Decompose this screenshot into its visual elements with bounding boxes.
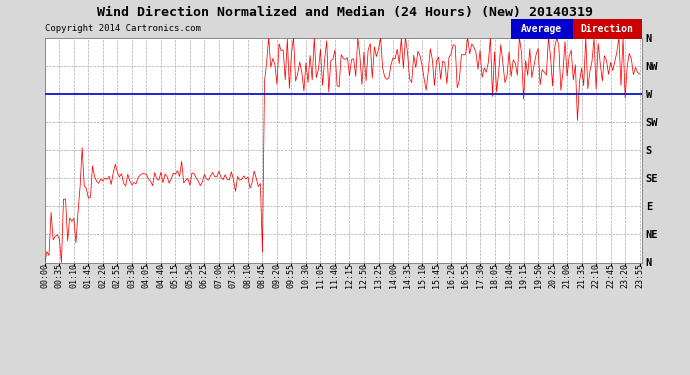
Text: 14:00: 14:00 [388, 262, 397, 288]
Text: 22:10: 22:10 [591, 262, 600, 288]
Text: 07:00: 07:00 [215, 262, 224, 288]
Text: 09:20: 09:20 [273, 262, 282, 288]
Text: 12:15: 12:15 [345, 262, 354, 288]
Text: 19:50: 19:50 [533, 262, 542, 288]
Text: 21:35: 21:35 [577, 262, 586, 288]
Text: 15:10: 15:10 [417, 262, 426, 288]
Text: 23:20: 23:20 [620, 262, 629, 288]
Text: 16:55: 16:55 [461, 262, 470, 288]
Text: 04:05: 04:05 [142, 262, 151, 288]
Text: Average: Average [521, 24, 562, 34]
Text: 05:15: 05:15 [171, 262, 180, 288]
Text: 08:45: 08:45 [258, 262, 267, 288]
Text: 09:55: 09:55 [287, 262, 296, 288]
Text: 19:15: 19:15 [519, 262, 528, 288]
Text: 10:30: 10:30 [302, 262, 310, 288]
Text: 18:40: 18:40 [504, 262, 513, 288]
Text: 06:25: 06:25 [200, 262, 209, 288]
Text: 22:45: 22:45 [606, 262, 615, 288]
Text: 01:10: 01:10 [70, 262, 79, 288]
Text: 00:00: 00:00 [40, 262, 50, 288]
Text: Copyright 2014 Cartronics.com: Copyright 2014 Cartronics.com [45, 24, 201, 33]
Text: 02:55: 02:55 [113, 262, 122, 288]
Text: 11:05: 11:05 [316, 262, 325, 288]
Text: 14:35: 14:35 [403, 262, 412, 288]
Text: 04:40: 04:40 [157, 262, 166, 288]
Text: 18:05: 18:05 [490, 262, 499, 288]
Text: Wind Direction Normalized and Median (24 Hours) (New) 20140319: Wind Direction Normalized and Median (24… [97, 6, 593, 19]
Text: 07:35: 07:35 [229, 262, 238, 288]
Text: 08:10: 08:10 [244, 262, 253, 288]
Text: 01:45: 01:45 [84, 262, 93, 288]
Text: 00:35: 00:35 [55, 262, 64, 288]
Text: 21:00: 21:00 [562, 262, 571, 288]
Text: Direction: Direction [581, 24, 633, 34]
Text: 05:50: 05:50 [186, 262, 195, 288]
Text: 23:55: 23:55 [635, 262, 644, 288]
Text: 20:25: 20:25 [548, 262, 557, 288]
Text: 16:20: 16:20 [446, 262, 455, 288]
Text: 15:45: 15:45 [432, 262, 441, 288]
Text: 02:20: 02:20 [99, 262, 108, 288]
Text: 12:50: 12:50 [359, 262, 368, 288]
Text: 17:30: 17:30 [475, 262, 484, 288]
Text: 11:40: 11:40 [331, 262, 339, 288]
Text: 13:25: 13:25 [374, 262, 383, 288]
Text: 03:30: 03:30 [128, 262, 137, 288]
